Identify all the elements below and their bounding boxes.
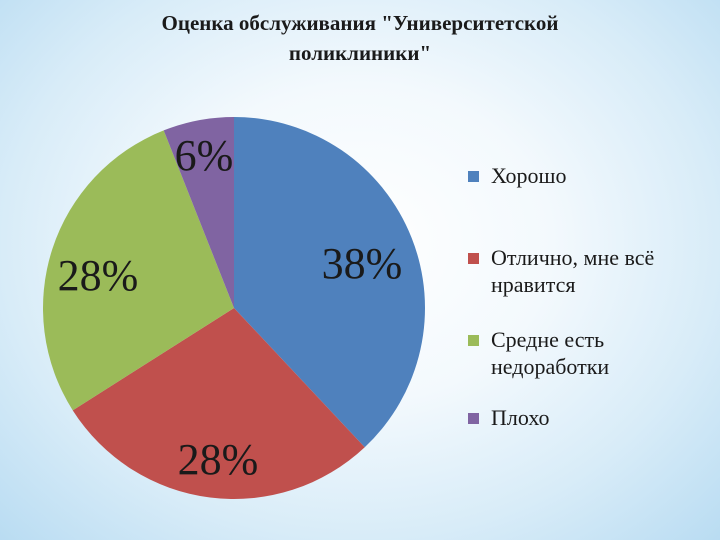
- chart-title: Оценка обслуживания "Университетской пол…: [40, 8, 680, 68]
- legend-label-bad: Плохо: [491, 405, 550, 430]
- pie-slice-excellent: [72, 308, 365, 500]
- data-label-good: 38%: [322, 239, 403, 288]
- legend-item-average: Средне есть недоработки: [468, 326, 706, 380]
- pie-slice-good: [234, 117, 425, 448]
- legend-label-excellent-line-1: Отлично, мне всё: [491, 245, 655, 270]
- pie-slice-bad: [163, 117, 234, 308]
- legend-swatch-average: [468, 335, 479, 346]
- legend-label-excellent-line-2: нравится: [491, 272, 576, 297]
- legend-label-average-line-2: недоработки: [491, 354, 610, 379]
- legend-swatch-good: [468, 171, 479, 182]
- legend-item-excellent: Отлично, мне всё нравится: [468, 244, 706, 298]
- legend-swatch-bad: [468, 413, 479, 424]
- chart-title-line-2: поликлиники": [288, 41, 432, 65]
- legend-label-good: Хорошо: [491, 163, 567, 188]
- legend-label-average-line-1: Средне есть: [491, 327, 605, 352]
- legend-swatch-excellent: [468, 253, 479, 264]
- data-label-bad: 6%: [175, 131, 234, 180]
- legend-item-bad: Плохо: [468, 404, 706, 431]
- data-label-excellent: 28%: [178, 435, 259, 484]
- pie-slice-average: [43, 130, 235, 411]
- legend-item-good: Хорошо: [468, 162, 706, 189]
- data-label-average: 28%: [58, 251, 139, 300]
- chart-title-line-1: Оценка обслуживания "Университетской: [161, 11, 559, 35]
